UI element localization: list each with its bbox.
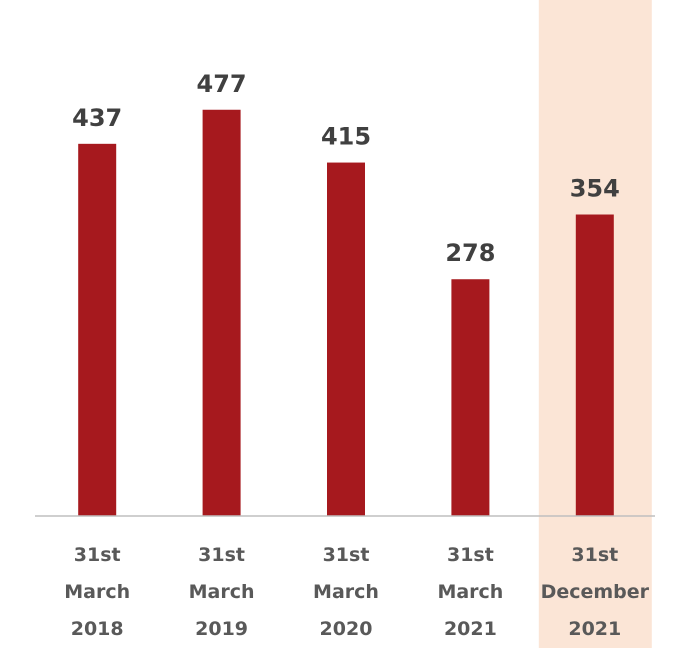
value-label: 415: [321, 123, 371, 151]
x-tick-label: 31st March 2019: [188, 544, 255, 640]
value-label: 477: [197, 70, 247, 98]
x-tick-label: 31st March 2020: [313, 544, 379, 640]
x-tick-label: 31st December 2021: [540, 544, 650, 640]
bar: [327, 162, 365, 516]
bar: [78, 143, 117, 517]
value-label: 354: [570, 175, 620, 203]
bar: [451, 279, 490, 516]
value-label: 278: [445, 239, 495, 267]
value-label: 437: [72, 104, 122, 132]
x-tick-label: 31st March 2018: [64, 544, 131, 640]
bar: [202, 109, 241, 516]
x-tick-label: 31st March 2021: [437, 544, 504, 640]
bar: [575, 214, 614, 516]
